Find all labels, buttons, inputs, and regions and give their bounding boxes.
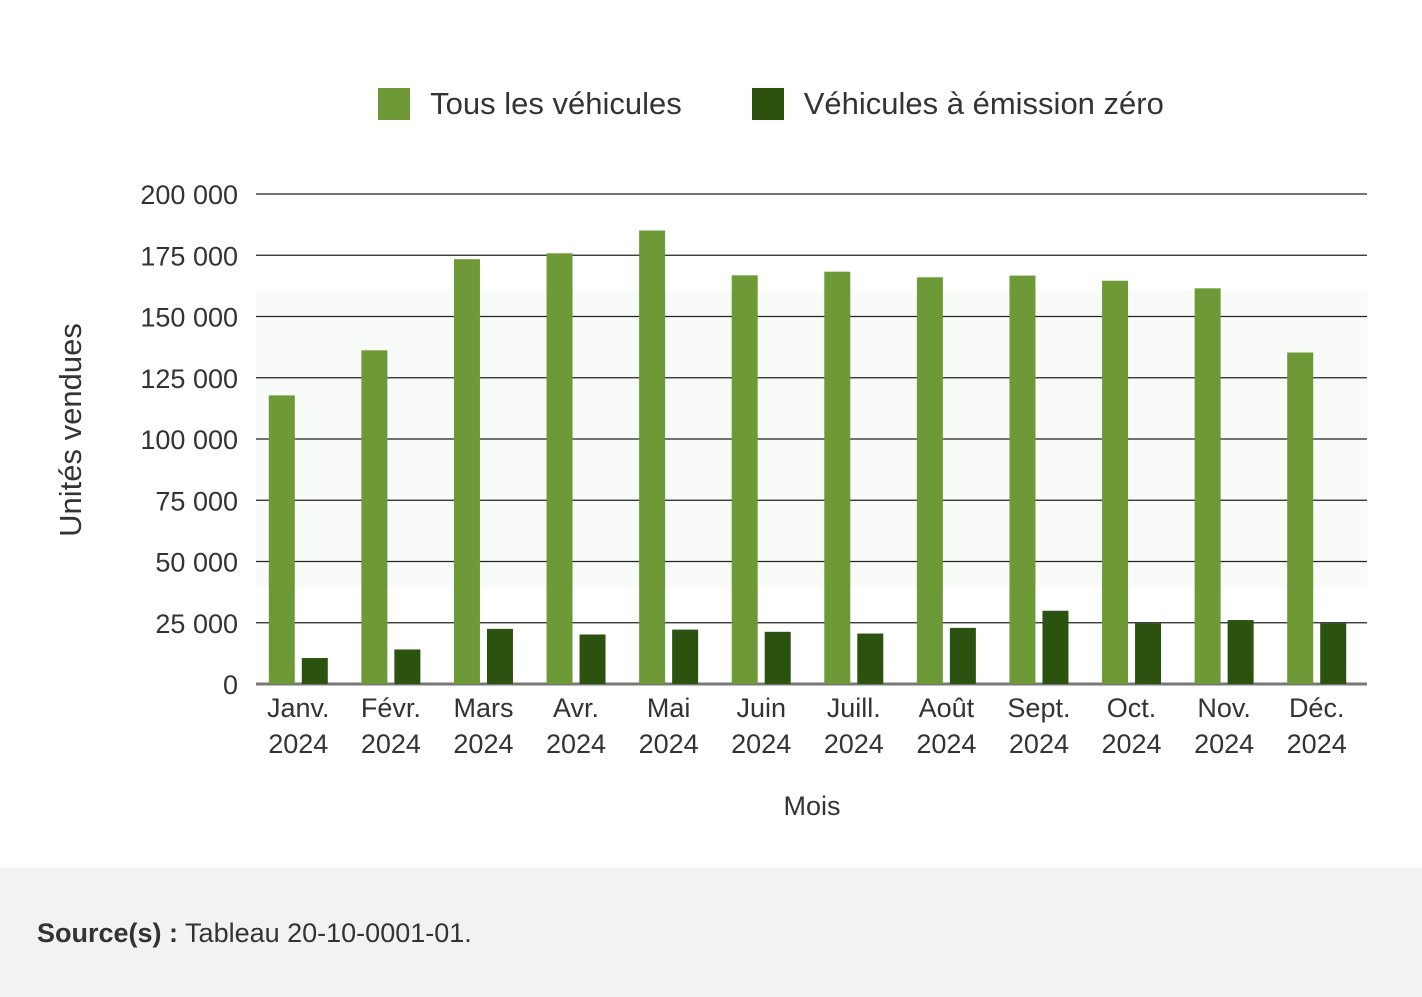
- legend-label: Véhicules à émission zéro: [803, 86, 1164, 121]
- x-tick-label: Juin: [736, 693, 786, 723]
- x-tick-label: Juill.: [827, 693, 881, 723]
- bar-zev[interactable]: [579, 634, 606, 684]
- legend-item-all-vehicles[interactable]: Tous les véhicules: [258, 86, 682, 122]
- x-tick-label: 2024: [546, 729, 606, 759]
- x-tick-label: Oct.: [1107, 693, 1157, 723]
- bar-zev[interactable]: [672, 629, 699, 684]
- x-tick-label: Avr.: [553, 693, 599, 723]
- legend-swatch-zev: [751, 88, 784, 120]
- bar-all-vehicles[interactable]: [361, 350, 388, 684]
- source-label: Source(s) :: [37, 918, 179, 948]
- x-tick-label: 2024: [916, 729, 976, 759]
- bar-all-vehicles[interactable]: [453, 259, 480, 684]
- bar-zev[interactable]: [857, 633, 884, 684]
- y-tick-label: 125 000: [140, 364, 238, 394]
- bar-all-vehicles[interactable]: [1102, 280, 1129, 684]
- y-axis-label: Unités vendues: [53, 323, 88, 537]
- bar-zev[interactable]: [1042, 610, 1069, 684]
- bar-zev[interactable]: [764, 631, 791, 684]
- x-tick-label: Août: [919, 693, 975, 723]
- bar-all-vehicles[interactable]: [1287, 352, 1314, 684]
- x-tick-label: Sept.: [1007, 693, 1070, 723]
- y-tick-label: 25 000: [155, 609, 238, 639]
- y-tick-label: 200 000: [140, 180, 238, 210]
- bar-chart: 0 25 000 50 000 75 000 100 000 125 000 150 000…: [53, 180, 1367, 821]
- x-tick-label: Févr.: [361, 693, 421, 723]
- x-tick-label: 2024: [1102, 729, 1162, 759]
- x-tick-label: Déc.: [1289, 693, 1345, 723]
- bar-zev[interactable]: [1227, 620, 1254, 684]
- y-tick-label: 100 000: [140, 425, 238, 455]
- x-tick-label: 2024: [639, 729, 699, 759]
- y-tick-label: 175 000: [140, 241, 238, 271]
- legend-item-zev[interactable]: Véhicules à émission zéro: [751, 86, 1164, 122]
- bar-zev[interactable]: [394, 649, 421, 684]
- x-tick-label: 2024: [1287, 729, 1347, 759]
- x-tick-label: 2024: [1194, 729, 1254, 759]
- legend-label: Tous les véhicules: [430, 86, 682, 121]
- source-note: Source(s) : Tableau 20-10-0001-01.: [37, 918, 472, 949]
- bar-all-vehicles[interactable]: [546, 253, 573, 685]
- x-tick-label: Mai: [647, 693, 691, 723]
- source-text: Tableau 20-10-0001-01.: [185, 918, 472, 948]
- bar-all-vehicles[interactable]: [639, 230, 666, 684]
- x-tick-label: 2024: [361, 729, 421, 759]
- legend: Tous les véhicules Véhicules à émission …: [0, 86, 1422, 122]
- x-tick-label: Nov.: [1197, 693, 1251, 723]
- bar-zev[interactable]: [1320, 623, 1347, 684]
- x-axis-label: Mois: [783, 791, 840, 821]
- y-tick-label: 150 000: [140, 303, 238, 333]
- y-tick-label: 75 000: [155, 486, 238, 516]
- legend-swatch-all-vehicles: [378, 88, 411, 120]
- y-tick-label: 50 000: [155, 548, 238, 578]
- bar-all-vehicles[interactable]: [824, 271, 851, 684]
- bar-all-vehicles[interactable]: [268, 395, 295, 684]
- bar-all-vehicles[interactable]: [1009, 275, 1036, 684]
- x-tick-label: 2024: [824, 729, 884, 759]
- bar-all-vehicles[interactable]: [731, 275, 758, 684]
- bar-all-vehicles[interactable]: [1194, 288, 1221, 684]
- x-tick-label: Janv.: [267, 693, 330, 723]
- bar-all-vehicles[interactable]: [916, 277, 943, 684]
- bar-zev[interactable]: [486, 628, 513, 684]
- footer: [0, 868, 1422, 997]
- x-tick-label: 2024: [268, 729, 328, 759]
- x-tick-label: 2024: [1009, 729, 1069, 759]
- y-tick-label: 0: [223, 670, 238, 700]
- bar-zev[interactable]: [301, 658, 328, 684]
- bar-zev[interactable]: [1135, 623, 1162, 684]
- x-tick-label: 2024: [453, 729, 513, 759]
- bar-zev[interactable]: [949, 627, 976, 684]
- x-tick-label: 2024: [731, 729, 791, 759]
- x-tick-label: Mars: [453, 693, 513, 723]
